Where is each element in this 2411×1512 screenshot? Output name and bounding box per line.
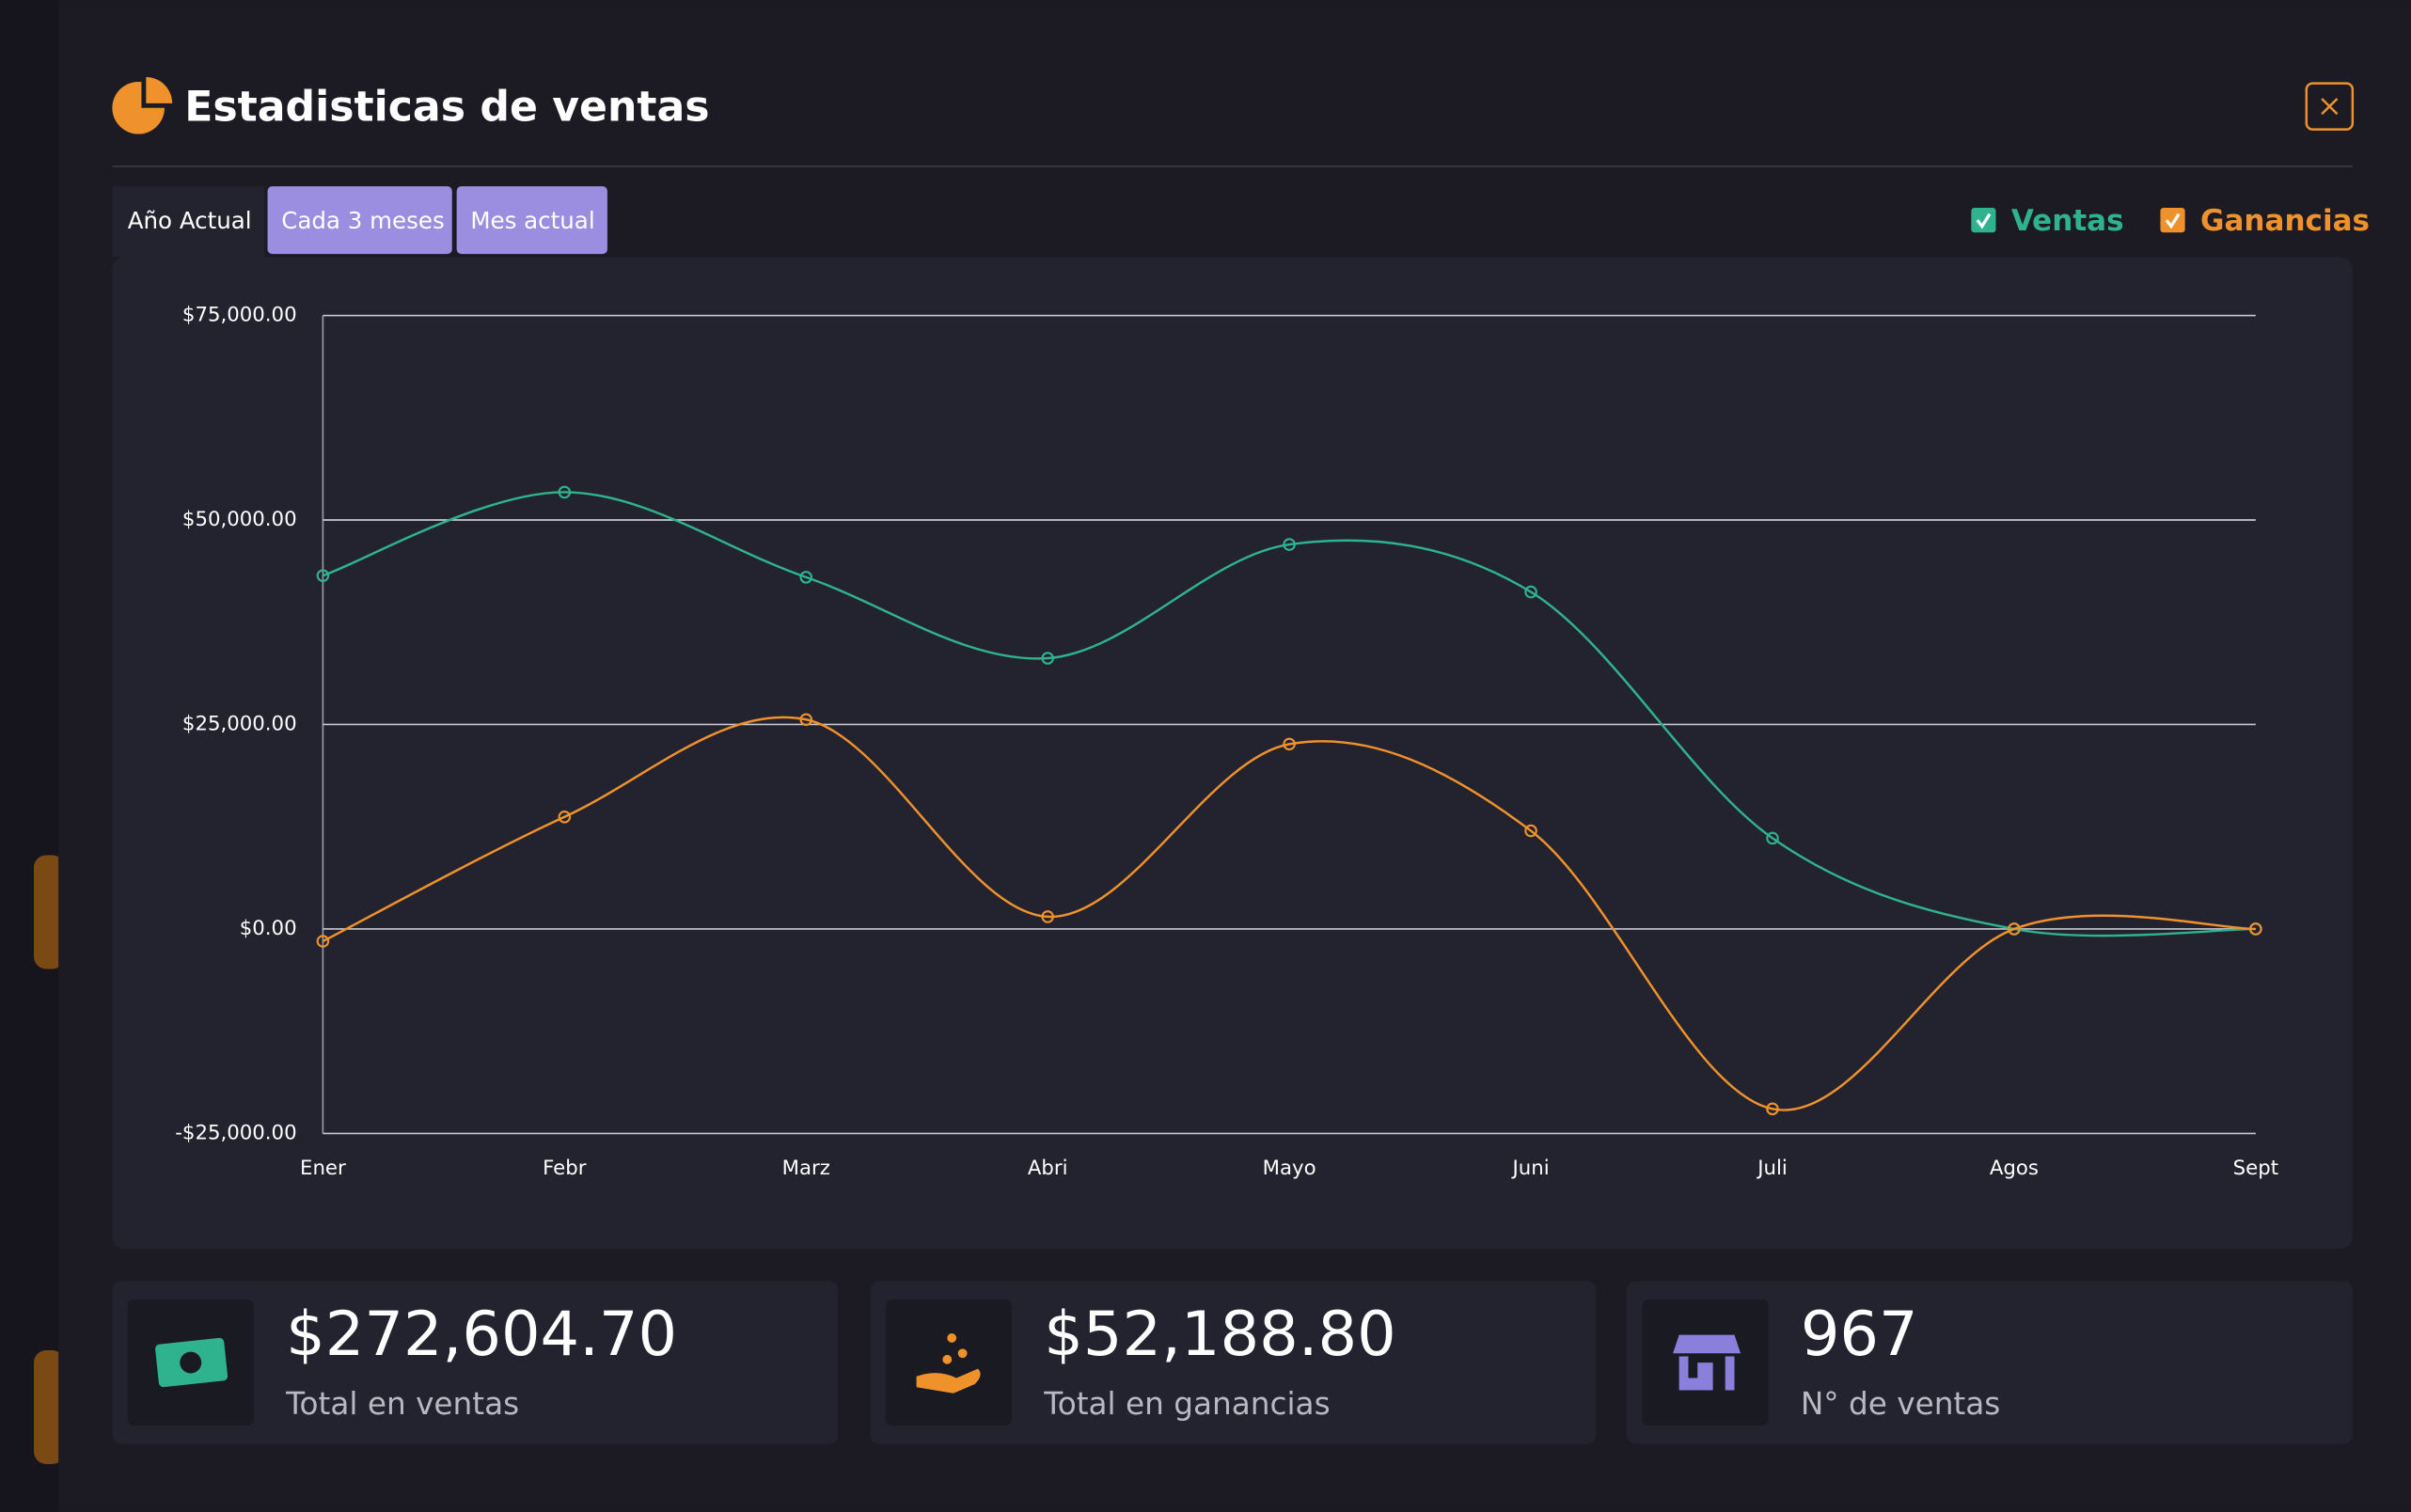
close-button[interactable] <box>2305 82 2355 131</box>
point <box>1524 585 1537 599</box>
legend-label: Ventas <box>2011 204 2124 238</box>
chart-panel <box>112 257 2353 1250</box>
point <box>1524 824 1537 838</box>
legend-label: Ganancias <box>2200 204 2370 238</box>
y-tick-label: $25,000.00 <box>182 712 297 735</box>
stat-value: $52,188.80 <box>1044 1299 1395 1370</box>
background-item <box>33 855 65 969</box>
point <box>799 713 813 727</box>
x-tick-label: Juni <box>1510 1157 1549 1180</box>
y-tick-label: -$25,000.00 <box>175 1121 296 1144</box>
stat-value: $272,604.70 <box>286 1299 677 1370</box>
modal-title: Estadisticas de ventas <box>184 83 709 131</box>
x-tick-label: Agos <box>1990 1157 2039 1180</box>
point <box>1283 737 1296 751</box>
x-tick-label: Ener <box>300 1157 346 1180</box>
x-tick-label: Juli <box>1756 1157 1788 1180</box>
tab-active[interactable] <box>112 186 265 258</box>
point <box>316 569 330 582</box>
legend-checkbox[interactable] <box>2160 208 2185 233</box>
stat-label: N° de ventas <box>1801 1386 2001 1422</box>
stat-card <box>870 1281 1597 1444</box>
stat-label: Total en ventas <box>285 1386 519 1422</box>
stat-card <box>1627 1281 2353 1444</box>
point <box>1766 1102 1779 1116</box>
x-tick-label: Abri <box>1028 1157 1068 1180</box>
point <box>1041 910 1054 923</box>
tab-label[interactable]: Año Actual <box>128 207 252 234</box>
legend-checkbox[interactable] <box>1971 208 1996 233</box>
point <box>316 935 330 948</box>
tab[interactable] <box>267 186 452 255</box>
tab[interactable] <box>456 186 607 255</box>
y-tick-label: $50,000.00 <box>182 508 297 531</box>
background-item <box>33 1350 65 1465</box>
tab-label[interactable]: Cada 3 meses <box>281 207 445 234</box>
point <box>1041 652 1054 665</box>
series-line <box>322 716 2256 1111</box>
series-line <box>322 491 2256 937</box>
title-icon <box>112 77 173 134</box>
point <box>558 485 572 499</box>
legend-check <box>1976 213 1992 229</box>
x-tick-label: Sept <box>2233 1157 2278 1180</box>
x-tick-label: Mayo <box>1263 1157 1316 1180</box>
x-tick-label: Marz <box>782 1157 830 1180</box>
point <box>1283 538 1296 551</box>
y-tick-label: $0.00 <box>240 917 297 940</box>
tab-label[interactable]: Mes actual <box>470 207 594 234</box>
stat-label: Total en ganancias <box>1043 1386 1330 1422</box>
point <box>558 810 572 824</box>
point <box>799 571 813 584</box>
point <box>1766 831 1779 845</box>
legend-check <box>2165 213 2181 229</box>
point <box>2249 922 2262 936</box>
stat-value: 967 <box>1801 1299 1918 1370</box>
y-tick-label: $75,000.00 <box>182 304 297 327</box>
stat-card <box>112 1281 839 1444</box>
point <box>2008 922 2021 936</box>
x-tick-label: Febr <box>543 1157 587 1180</box>
